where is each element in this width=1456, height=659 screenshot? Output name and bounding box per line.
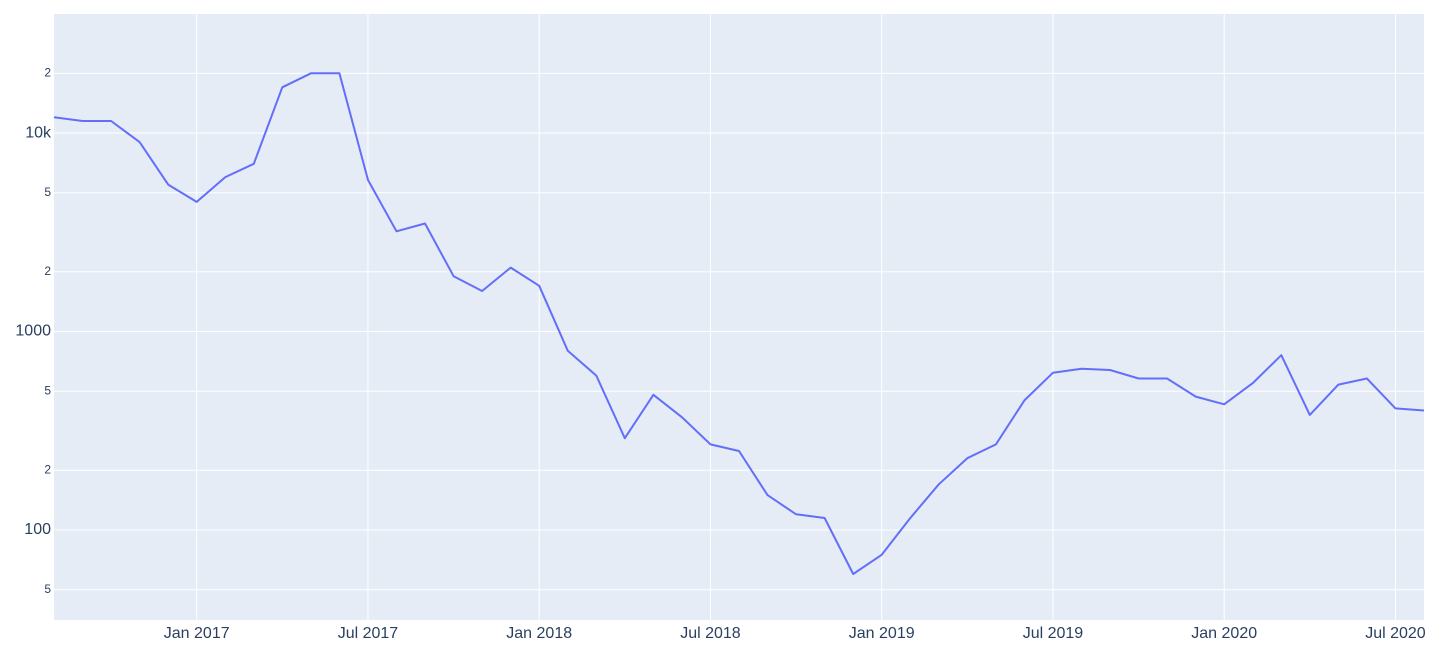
- x-tick-label: Jul 2017: [338, 625, 399, 642]
- x-tick-label: Jan 2020: [1191, 625, 1257, 642]
- x-tick-label: Jul 2020: [1365, 625, 1426, 642]
- x-tick-label: Jan 2018: [506, 625, 572, 642]
- x-tick-label: Jan 2019: [849, 625, 915, 642]
- x-tick-label: Jul 2018: [680, 625, 741, 642]
- line-series: [53, 72, 1425, 575]
- y-tick-label: 5: [44, 185, 51, 199]
- y-tick-label: 2: [44, 65, 51, 79]
- y-tick-label: 2: [44, 264, 51, 278]
- y-tick-label: 1000: [15, 323, 51, 340]
- y-tick-label: 10k: [25, 124, 52, 141]
- y-tick-label: 100: [24, 521, 51, 538]
- x-tick-label: Jul 2019: [1023, 625, 1084, 642]
- y-tick-label: 2: [44, 462, 51, 476]
- y-tick-label: 5: [44, 383, 51, 397]
- plot-area: [54, 14, 1424, 620]
- y-tick-label: 5: [44, 582, 51, 596]
- x-tick-label: Jan 2017: [164, 625, 230, 642]
